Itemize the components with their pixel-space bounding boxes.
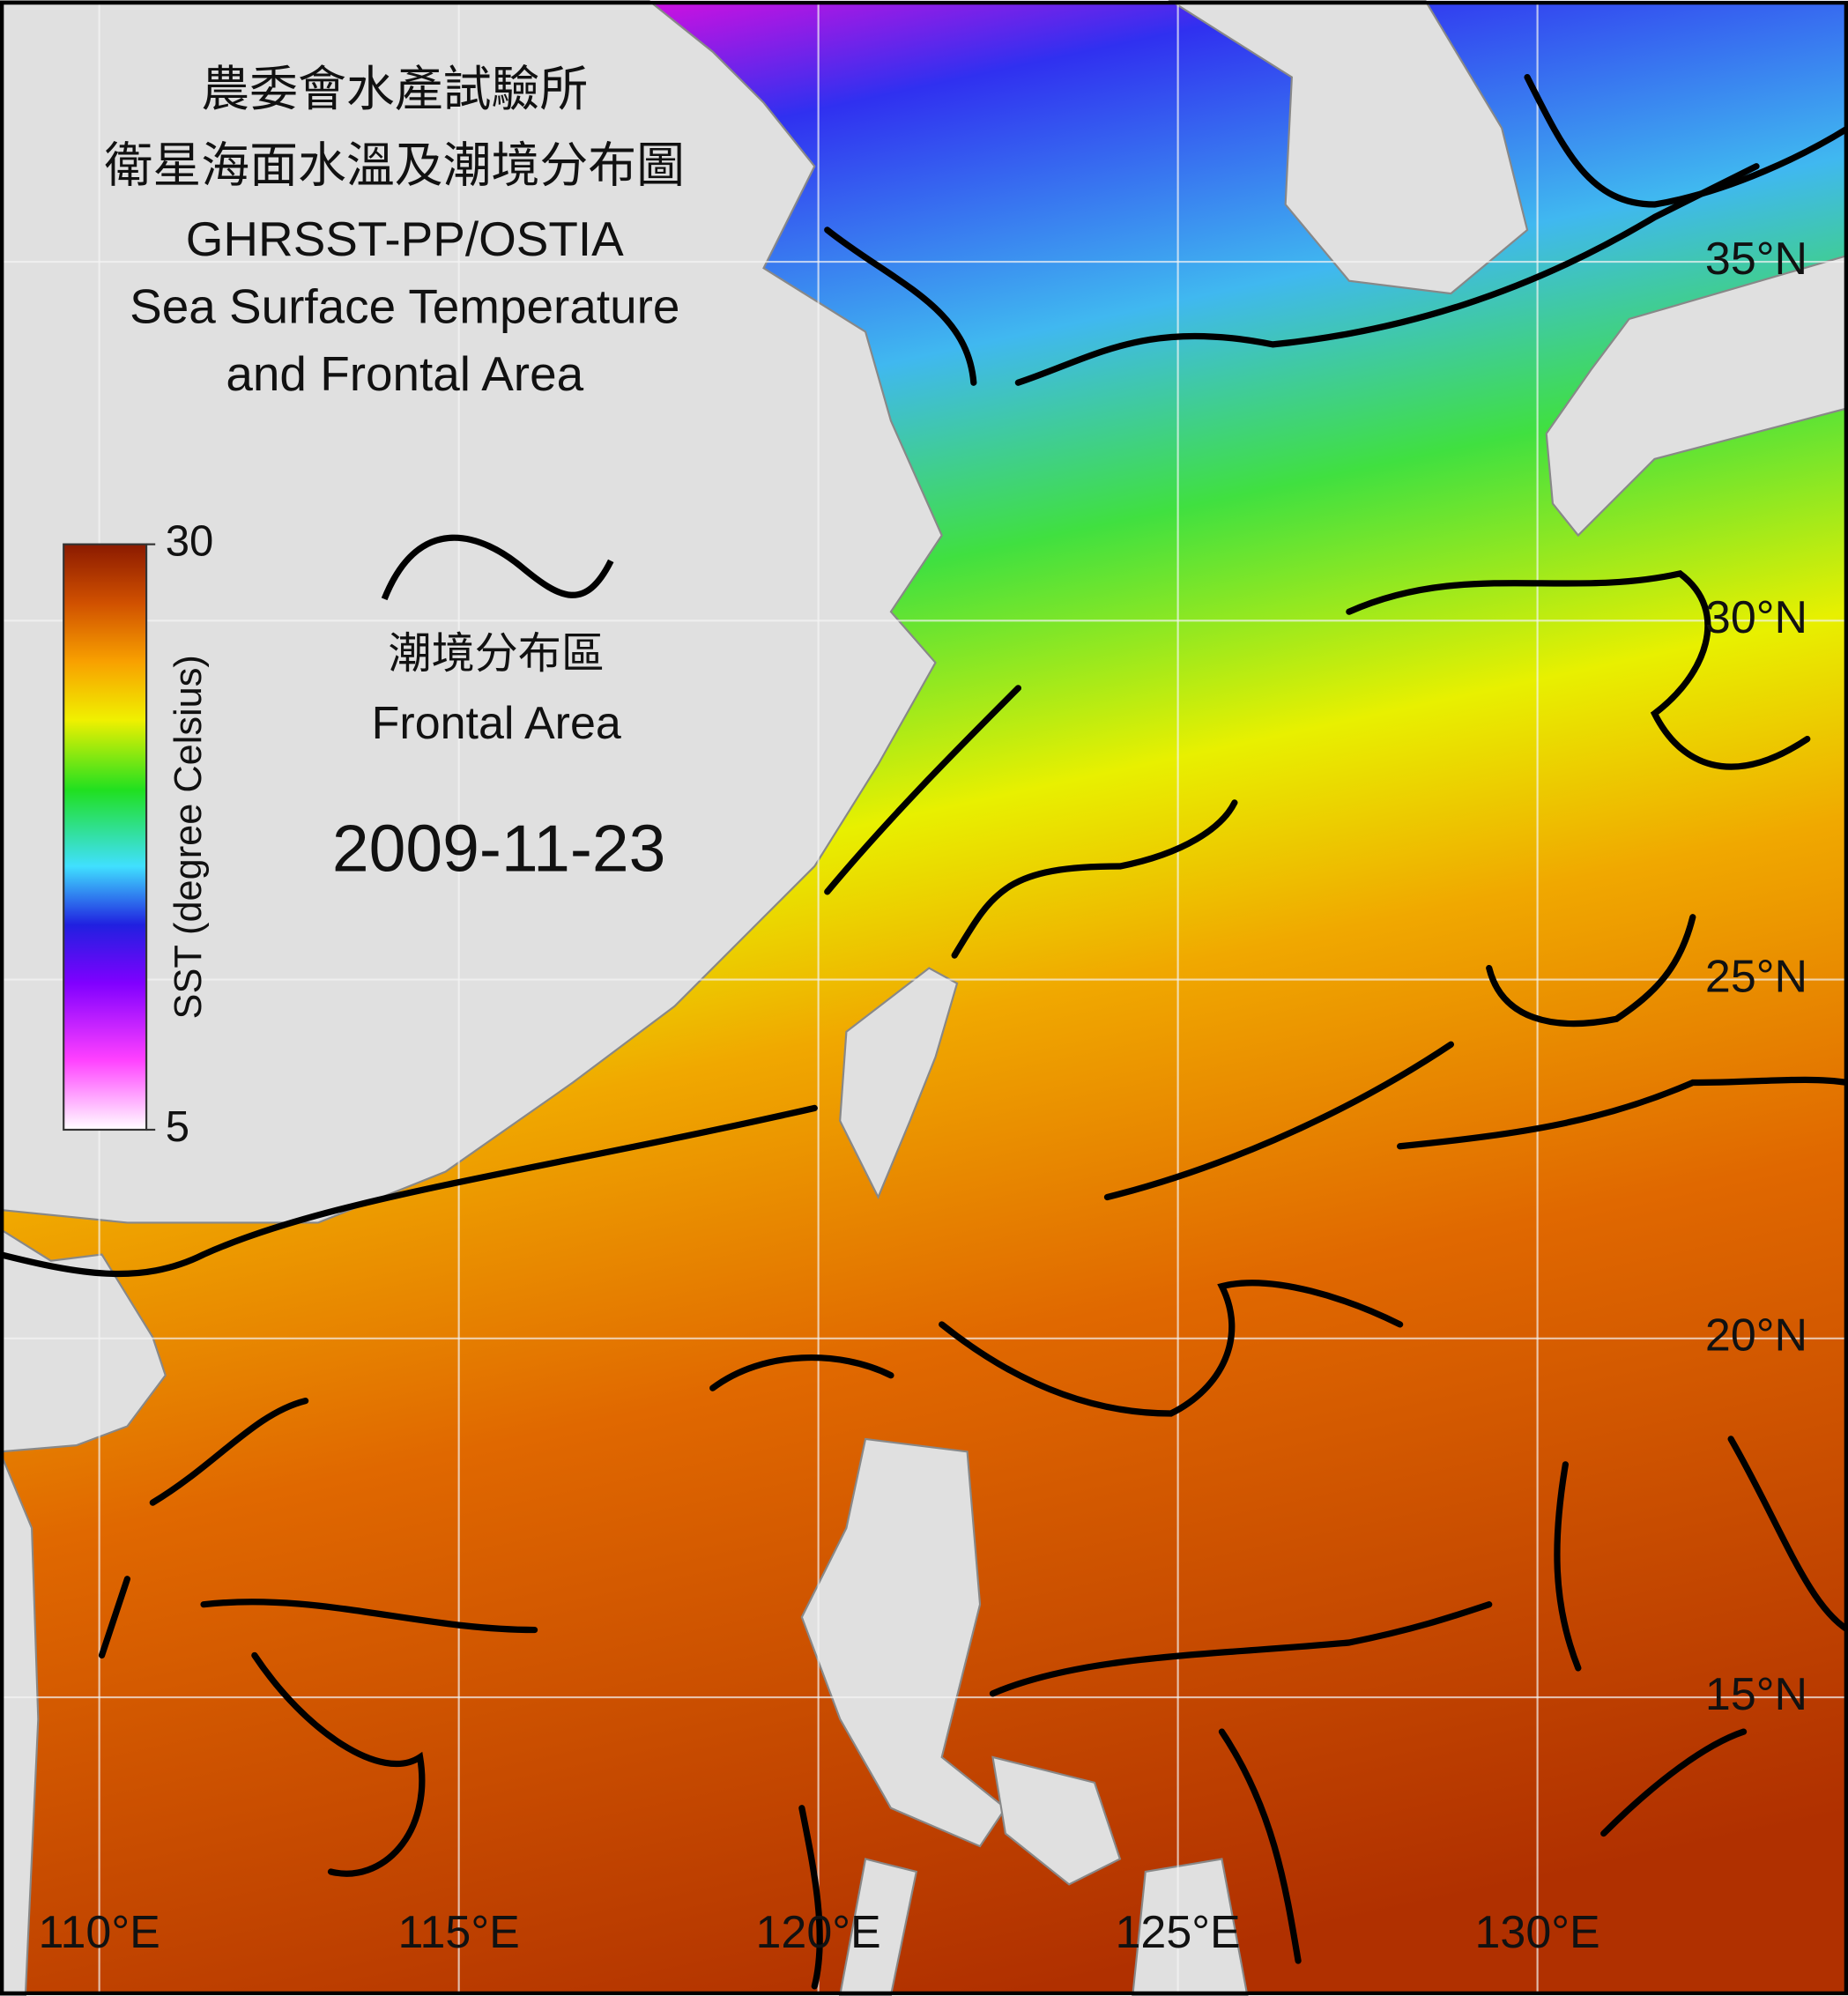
- front: [951, 799, 1238, 959]
- title-zh: 農委會水產試驗所: [201, 61, 588, 117]
- longitude-label: 110°E: [38, 1907, 160, 1958]
- taiwan: [839, 967, 959, 1200]
- date: 2009-11-23: [332, 811, 665, 885]
- front: [149, 1397, 309, 1506]
- colorbar-tick-label: 5: [166, 1103, 189, 1151]
- latitude-label: 30°N: [1705, 592, 1807, 643]
- luzon: [800, 1437, 1007, 1848]
- front: [824, 685, 1021, 895]
- japan: [1545, 254, 1848, 538]
- coordinate-labels: 110°E 115°E 120°E 125°E 130°E 35°N 30°N 25°N 20°…: [38, 234, 1807, 1958]
- front: [1397, 1076, 1848, 1150]
- subtitle-zh: 衛星海面水溫及潮境分布圖: [104, 137, 685, 194]
- colorbar-scale: [63, 543, 148, 1132]
- korea: [1168, 0, 1529, 295]
- colorbar-label: SST (degree Celsius): [167, 655, 210, 1019]
- latitude-label: 25°N: [1705, 951, 1807, 1002]
- product-name: GHRSST-PP/OSTIA: [186, 211, 624, 266]
- longitude-label: 115°E: [397, 1907, 519, 1958]
- front: [709, 1354, 894, 1391]
- colorbar-tick-label: 30: [166, 518, 214, 566]
- fronts: [0, 73, 1848, 1990]
- front: [1014, 163, 1760, 386]
- legend-label-zh: 潮境分布區: [389, 627, 605, 679]
- front: [98, 1576, 538, 1659]
- front: [251, 1651, 426, 1877]
- front: [1486, 914, 1696, 1028]
- latitude-label: 35°N: [1705, 234, 1807, 285]
- front: [1524, 73, 1848, 208]
- legend: 潮境分布區 Frontal Area: [372, 534, 621, 749]
- latitude-label: 20°N: [1705, 1310, 1807, 1362]
- title-block: 農委會水產試驗所 衛星海面水溫及潮境分布圖 GHRSST-PP/OSTIA Se…: [104, 61, 685, 401]
- title-en: and Frontal Area: [226, 346, 583, 401]
- front: [1103, 1041, 1455, 1201]
- indochina: [0, 1451, 40, 1996]
- front: [798, 1805, 823, 1990]
- front: [1346, 569, 1811, 770]
- legend-label-en: Frontal Area: [372, 698, 621, 749]
- title-en: Sea Surface Temperature: [130, 278, 679, 333]
- front: [989, 1601, 1493, 1697]
- longitude-label: 130°E: [1475, 1907, 1600, 1958]
- front: [939, 1280, 1404, 1417]
- front: [0, 1104, 818, 1278]
- longitude-label: 125°E: [1116, 1907, 1241, 1958]
- colorbar: SST (degree Celsius) 30 5: [63, 518, 213, 1151]
- hainan-leizhou: [0, 1228, 167, 1453]
- front: [1554, 1436, 1848, 1672]
- latitude-label: 15°N: [1705, 1669, 1807, 1720]
- front: [1218, 1728, 1748, 1964]
- longitude-label: 120°E: [756, 1907, 881, 1958]
- front: [824, 226, 977, 386]
- legend-front-symbol: [381, 534, 614, 601]
